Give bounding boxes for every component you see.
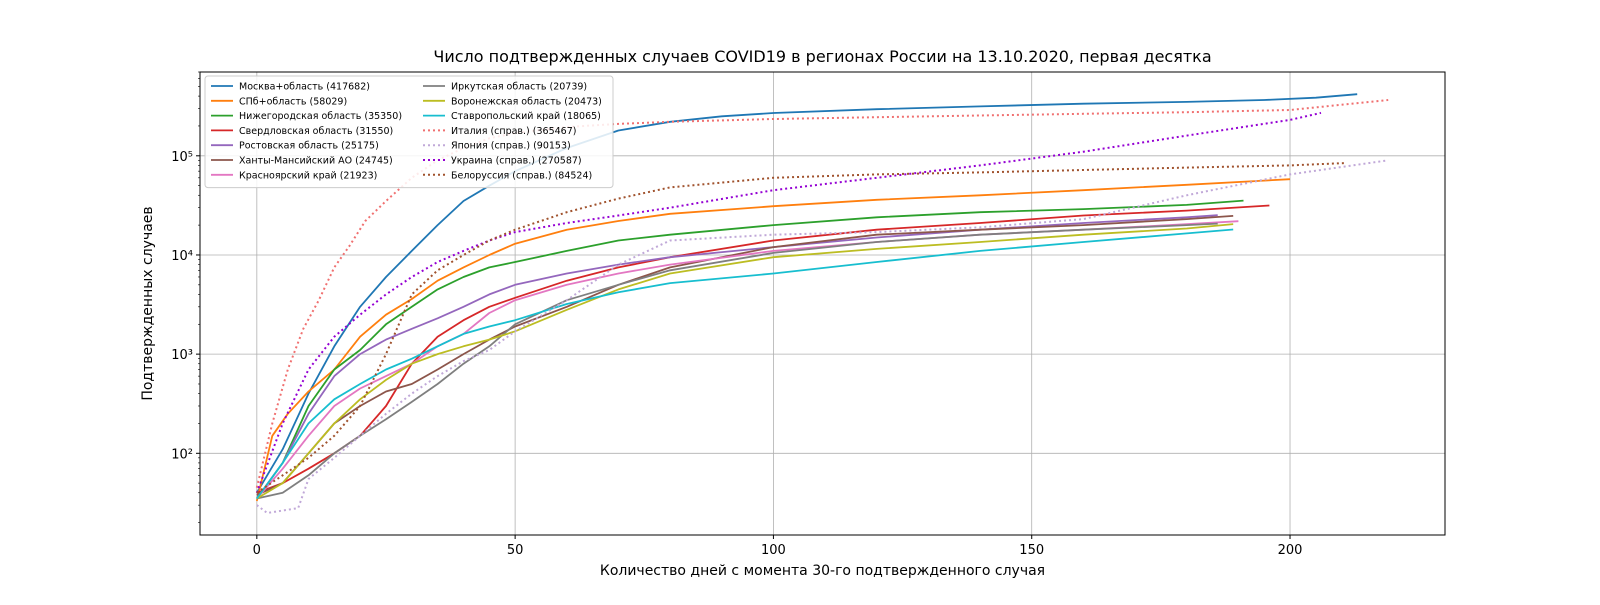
y-axis-label: Подтвержденных случаев [140,206,156,400]
plot-frame [199,71,1446,536]
x-tick-label: 150 [1019,543,1044,558]
legend-label: Ханты-Мансийский АО (24745) [239,156,393,167]
legend-box [204,75,614,189]
legend-label: Ставропольский край (18065) [451,111,601,122]
y-tick-label: 10⁴ [171,249,193,264]
series-line-9 [256,223,1234,500]
legend-label: Италия (справ.) (365467) [451,126,576,137]
x-axis-label: Количество дней с момента 30-го подтверж… [600,563,1045,579]
legend-label: Красноярский край (21923) [239,170,377,181]
legend-label: СПб+область (58029) [239,96,347,107]
legend: Москва+область (417682) СПб+область (5802… [204,75,614,189]
legend-label: Иркутская область (20739) [451,82,587,93]
y-tick-label: 10⁵ [171,150,193,165]
legend-label: Белоруссия (справ.) (84524) [451,170,592,181]
legend-label: Москва+область (417682) [239,82,370,93]
series-line-10 [256,228,1234,500]
legend-label: Япония (справ.) (90153) [451,141,571,152]
x-tick-label: 200 [1278,543,1303,558]
series-line-3 [256,199,1244,500]
legend-label: Украина (справ.) (270587) [451,156,582,167]
chart-title: Число подтвержденных случаев COVID19 в р… [433,47,1211,66]
legend-label: Нижегородская область (35350) [239,111,402,122]
axis-ticks: 0 50 100 150 200 10² 10³ 10⁴ 10⁵ [171,71,1303,558]
series-line-13 [255,111,1322,494]
y-tick-label: 10² [171,447,193,462]
series-line-14 [256,162,1347,494]
legend-label: Свердловская область (31550) [239,126,393,137]
legend-label: Ростовская область (25175) [239,141,379,152]
series-line-11 [255,99,1389,488]
x-tick-label: 0 [253,543,261,558]
legend-label: Воронежская область (20473) [451,96,602,107]
y-tick-label: 10³ [171,348,193,363]
series-line-2 [255,178,1291,502]
x-tick-label: 100 [761,543,786,558]
x-tick-label: 50 [507,543,524,558]
